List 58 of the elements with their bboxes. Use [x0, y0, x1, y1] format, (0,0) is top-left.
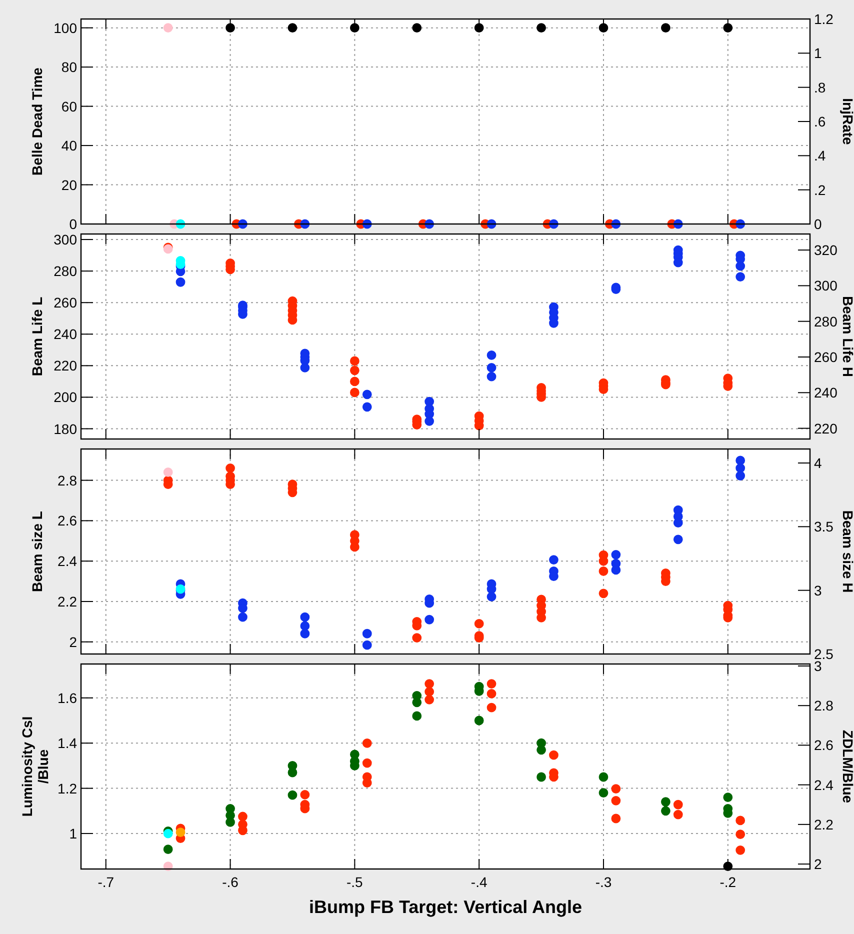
y2-tick-label: 2.8: [814, 698, 834, 714]
y2-tick-label: 4: [814, 455, 822, 472]
y2-axis-title: Beam Life H: [840, 296, 854, 377]
y2-tick-label: .8: [814, 79, 826, 96]
x-tick-label: -.3: [595, 874, 612, 890]
y2-tick-label: 3: [814, 582, 822, 598]
x-tick-label: -.5: [346, 874, 364, 890]
y-tick-label: 280: [54, 263, 78, 280]
y-axis-title: Belle Dead Time: [29, 67, 45, 176]
y-tick-label: 260: [54, 294, 78, 311]
y-tick-label: 1.2: [58, 780, 78, 796]
x-axis-title: iBump FB Target: Vertical Angle: [308, 897, 582, 917]
y2-tick-label: 2.2: [814, 816, 834, 832]
y-tick-label: 180: [54, 420, 78, 437]
y2-tick-label: 320: [814, 242, 838, 258]
x-tick-label: -.7: [98, 874, 114, 890]
y-axis-title: Beam size L: [29, 510, 45, 592]
y-axis-title: Beam Life L: [29, 296, 45, 376]
x-tick-label: -.6: [222, 874, 239, 890]
y2-tick-label: 2.4: [814, 776, 834, 793]
y-tick-label: 2: [69, 634, 78, 650]
y-tick-label: 300: [54, 232, 78, 248]
y2-axis-title: InjRate: [840, 98, 854, 146]
y-tick-label: 20: [61, 176, 78, 193]
y-axis-title: Luminosity CsI /Blue: [19, 716, 51, 817]
y-tick-label: 100: [54, 20, 78, 36]
y2-tick-label: 220: [814, 420, 838, 436]
y-tick-label: 2.2: [58, 593, 78, 610]
y-tick-label: 2.4: [58, 553, 78, 570]
y-tick-label: 1.4: [58, 735, 78, 752]
y2-axis-title: Beam size H: [840, 510, 854, 593]
y2-tick-label: 2.6: [814, 737, 834, 754]
y-tick-label: 0: [69, 216, 78, 232]
y-tick-label: 1: [69, 826, 78, 842]
y2-tick-label: 240: [814, 384, 838, 401]
x-tick-label: -.2: [720, 874, 736, 890]
y2-tick-label: 260: [814, 349, 838, 365]
y2-tick-label: 2: [814, 856, 822, 872]
y2-tick-label: .4: [814, 148, 826, 164]
y-tick-label: 240: [54, 326, 78, 342]
y-tick-label: 200: [54, 389, 78, 406]
y2-tick-label: 3.5: [814, 518, 834, 535]
y2-tick-label: 1.2: [814, 11, 834, 27]
y-tick-label: 2.6: [58, 512, 78, 529]
y-tick-label: 40: [61, 138, 78, 154]
y-tick-label: 220: [54, 358, 78, 374]
y2-tick-label: 300: [814, 278, 838, 294]
x-tick-label: -.4: [470, 874, 488, 890]
y-tick-label: 1.6: [58, 690, 78, 706]
y2-tick-label: 1: [814, 45, 822, 62]
y-tick-label: 80: [61, 59, 78, 76]
y-tick-label: 2.8: [58, 472, 78, 488]
y2-axis-title: ZDLM/Blue: [840, 730, 854, 804]
y2-tick-label: 0: [814, 216, 822, 232]
y2-tick-label: 280: [814, 313, 838, 330]
y2-tick-label: .2: [814, 182, 826, 198]
y-tick-label: 60: [61, 98, 78, 114]
y2-tick-label: .6: [814, 114, 826, 130]
